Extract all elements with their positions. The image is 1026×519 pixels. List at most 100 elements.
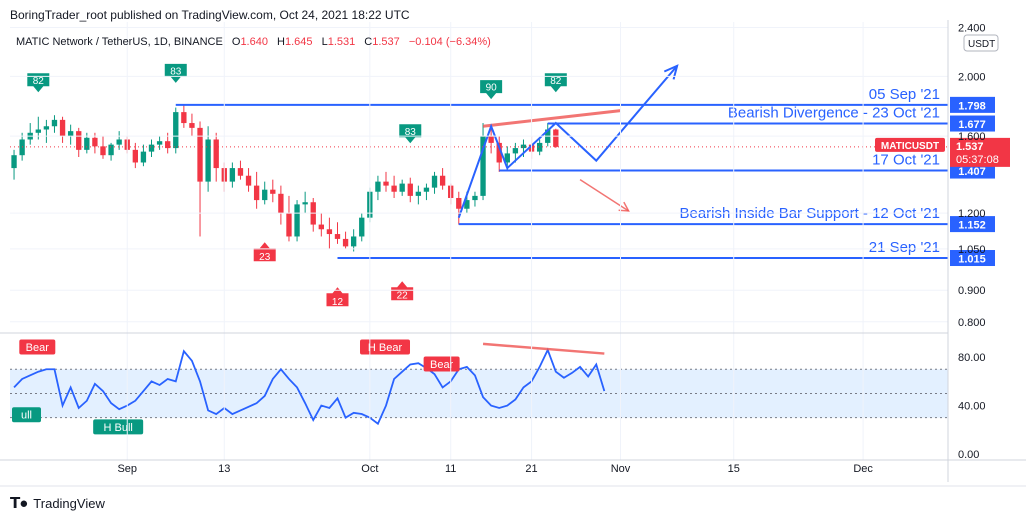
legend-close: 1.537 bbox=[372, 36, 400, 48]
legend: MATIC Network / TetherUS, 1D, BINANCE O1… bbox=[16, 36, 491, 48]
rsi-divergence-line bbox=[482, 342, 605, 355]
candle-body bbox=[472, 195, 478, 201]
candle bbox=[553, 128, 559, 148]
candle bbox=[156, 136, 163, 150]
legend-open: 1.640 bbox=[240, 36, 268, 48]
candle-body bbox=[391, 185, 397, 192]
candle-body bbox=[302, 202, 308, 205]
candle-body bbox=[536, 142, 543, 152]
legend-high: 1.645 bbox=[285, 36, 313, 48]
level-price-tag-label: 1.798 bbox=[958, 100, 986, 112]
rsi-signal-badge bbox=[93, 419, 144, 435]
candle bbox=[375, 175, 381, 201]
candle bbox=[302, 191, 308, 214]
candle bbox=[423, 183, 430, 201]
marker-label: 83 bbox=[399, 124, 422, 144]
candle bbox=[189, 113, 195, 137]
level-label: 05 Sep '21 bbox=[869, 86, 940, 103]
candle bbox=[100, 136, 106, 159]
y-tick-label: 1.050 bbox=[958, 244, 986, 256]
level-label: Bearish Divergence - 23 Oct '21 bbox=[728, 105, 940, 122]
candle bbox=[205, 126, 211, 192]
candle-body bbox=[189, 123, 195, 128]
candle-body bbox=[108, 144, 114, 156]
rsi-signal-text: H Bull bbox=[103, 422, 132, 434]
candle-body bbox=[431, 175, 438, 188]
candle-body bbox=[504, 153, 510, 163]
candle-body bbox=[342, 238, 349, 247]
candle bbox=[108, 142, 114, 161]
candle-body bbox=[11, 155, 17, 169]
candle bbox=[262, 181, 268, 205]
marker-bubble bbox=[480, 80, 503, 100]
candle-body bbox=[181, 112, 187, 124]
price-pane[interactable]: 05 Sep '21 1.798 Bearish Divergence - 23 O… bbox=[10, 63, 1010, 308]
marker-bubble bbox=[326, 287, 349, 307]
tradingview-logo[interactable]: 𝗧● TradingView bbox=[10, 494, 105, 512]
candle bbox=[399, 179, 405, 196]
candle bbox=[181, 104, 187, 128]
marker-bubble bbox=[27, 73, 50, 93]
candle-body bbox=[439, 175, 446, 186]
level-price-tag-label: 1.677 bbox=[958, 119, 986, 131]
candle bbox=[545, 123, 551, 147]
candle-body bbox=[520, 144, 527, 149]
candle-body bbox=[92, 137, 98, 147]
candle bbox=[456, 191, 462, 225]
rsi-tick-label: 0.00 bbox=[958, 449, 979, 461]
candle bbox=[415, 185, 422, 205]
candle bbox=[59, 116, 66, 143]
current-price-value: 1.537 bbox=[956, 141, 984, 153]
projection-arrowhead bbox=[663, 64, 679, 80]
candle bbox=[480, 123, 486, 201]
rsi-signal-text: ull bbox=[21, 410, 32, 422]
candle-body bbox=[399, 183, 405, 192]
rsi-pane[interactable]: 80.00 40.00 0.00 Bear H Bear Bear ull H Bull bbox=[10, 339, 986, 461]
candle-body bbox=[326, 229, 333, 235]
marker-text: 83 bbox=[170, 66, 182, 77]
candle-body bbox=[553, 129, 559, 147]
y-tick-label: 2.400 bbox=[958, 23, 986, 35]
candle-body bbox=[512, 148, 519, 154]
candle bbox=[310, 197, 316, 232]
candle bbox=[140, 144, 147, 167]
marker-text: 22 bbox=[397, 291, 409, 302]
candle-body bbox=[262, 189, 268, 201]
legend-low: 1.531 bbox=[328, 36, 356, 48]
candle bbox=[391, 175, 397, 198]
candle-body bbox=[480, 136, 486, 196]
candle bbox=[148, 139, 155, 157]
legend-high-label: H bbox=[277, 36, 285, 48]
level-price-tag bbox=[950, 250, 995, 267]
candle-body bbox=[213, 139, 219, 169]
marker-text: 83 bbox=[405, 127, 417, 138]
candle-body bbox=[237, 168, 244, 176]
candle bbox=[431, 171, 438, 194]
tradingview-logo-icon: 𝗧● bbox=[10, 495, 28, 512]
candle bbox=[278, 185, 284, 225]
level-label: 21 Sep '21 bbox=[869, 239, 940, 256]
candle-body bbox=[334, 234, 341, 239]
level-price-tag bbox=[950, 96, 995, 113]
level-price-tag bbox=[950, 216, 995, 233]
rsi-signal-label: H Bear bbox=[360, 339, 411, 355]
candle-body bbox=[173, 112, 179, 149]
axes: 2.400 2.000 1.600 1.200 1.050 0.900 0.800 USDT S… bbox=[0, 20, 1026, 487]
candle-body bbox=[59, 119, 66, 137]
x-tick-label: Sep bbox=[117, 463, 137, 475]
candle-body bbox=[496, 142, 502, 163]
y-tick-label: 1.600 bbox=[958, 131, 986, 143]
rsi-tick-label: 80.00 bbox=[958, 352, 986, 364]
candle-body bbox=[286, 213, 292, 237]
candle bbox=[67, 124, 74, 145]
candle bbox=[253, 171, 260, 209]
marker-text: 12 bbox=[332, 297, 344, 308]
candle-body bbox=[43, 126, 50, 130]
marker-text: 90 bbox=[486, 83, 498, 94]
candle bbox=[488, 126, 494, 154]
candle bbox=[326, 217, 333, 249]
candle bbox=[76, 127, 82, 157]
candle-body bbox=[407, 183, 413, 196]
candle-body bbox=[270, 189, 276, 194]
